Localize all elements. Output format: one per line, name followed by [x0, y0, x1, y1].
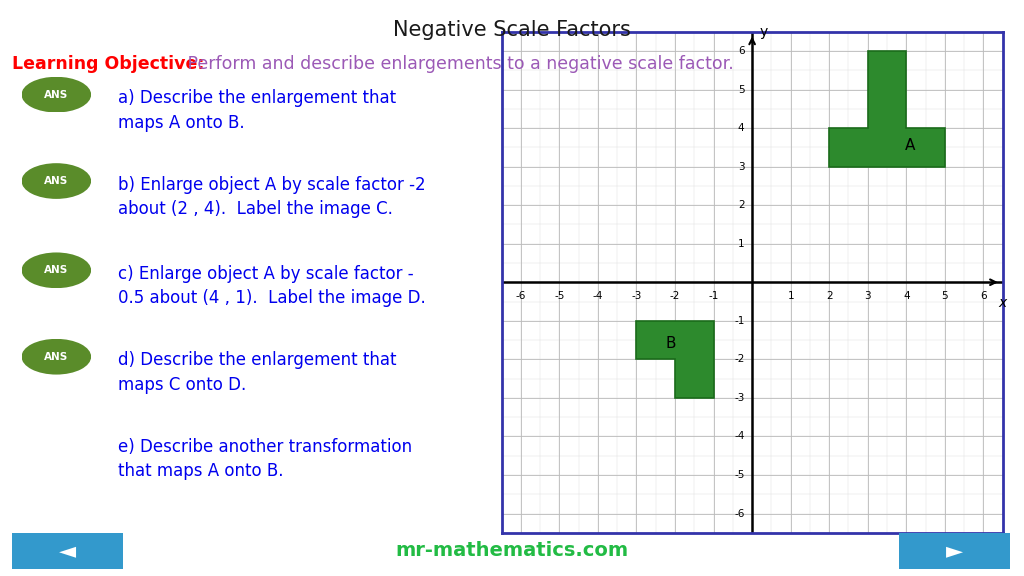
- Text: Negative Scale Factors: Negative Scale Factors: [393, 20, 631, 40]
- Text: 2: 2: [826, 291, 833, 301]
- Text: 3: 3: [864, 291, 871, 301]
- Text: e) Describe another transformation
that maps A onto B.: e) Describe another transformation that …: [118, 438, 412, 480]
- Text: Learning Objective:: Learning Objective:: [12, 55, 205, 73]
- Text: ►: ►: [946, 541, 963, 561]
- Ellipse shape: [22, 163, 91, 199]
- Text: ANS: ANS: [44, 90, 69, 100]
- Text: A: A: [905, 138, 915, 153]
- Text: ANS: ANS: [44, 176, 69, 186]
- Ellipse shape: [22, 77, 91, 112]
- Text: 5: 5: [941, 291, 948, 301]
- Text: -6: -6: [734, 509, 744, 518]
- Text: 3: 3: [738, 162, 744, 172]
- Text: ANS: ANS: [44, 352, 69, 362]
- Text: a) Describe the enlargement that
maps A onto B.: a) Describe the enlargement that maps A …: [118, 89, 396, 131]
- Text: 1: 1: [787, 291, 794, 301]
- Text: 4: 4: [738, 123, 744, 133]
- Text: y: y: [759, 25, 767, 39]
- Text: -3: -3: [632, 291, 642, 301]
- Text: b) Enlarge object A by scale factor -2
about (2 , 4).  Label the image C.: b) Enlarge object A by scale factor -2 a…: [118, 176, 425, 218]
- Text: ANS: ANS: [44, 266, 69, 275]
- Text: -2: -2: [670, 291, 680, 301]
- Text: -2: -2: [734, 354, 744, 365]
- Text: ◄: ◄: [59, 541, 76, 561]
- Ellipse shape: [22, 339, 91, 374]
- Text: -3: -3: [734, 393, 744, 403]
- Text: 4: 4: [903, 291, 909, 301]
- Text: 1: 1: [738, 238, 744, 249]
- Text: c) Enlarge object A by scale factor -
0.5 about (4 , 1).  Label the image D.: c) Enlarge object A by scale factor - 0.…: [118, 265, 426, 307]
- Polygon shape: [829, 51, 945, 166]
- Text: -1: -1: [734, 316, 744, 326]
- Text: -5: -5: [734, 470, 744, 480]
- Text: -4: -4: [734, 431, 744, 441]
- Text: B: B: [666, 336, 677, 351]
- Text: -4: -4: [593, 291, 603, 301]
- Text: -5: -5: [554, 291, 564, 301]
- Text: -6: -6: [516, 291, 526, 301]
- Text: 6: 6: [738, 46, 744, 56]
- Polygon shape: [637, 321, 714, 398]
- Text: 6: 6: [980, 291, 987, 301]
- Text: 5: 5: [738, 85, 744, 94]
- Text: -1: -1: [709, 291, 719, 301]
- Ellipse shape: [22, 252, 91, 288]
- Text: d) Describe the enlargement that
maps C onto D.: d) Describe the enlargement that maps C …: [118, 351, 396, 393]
- Text: mr-mathematics.com: mr-mathematics.com: [395, 541, 629, 559]
- Text: Perform and describe enlargements to a negative scale factor.: Perform and describe enlargements to a n…: [182, 55, 734, 73]
- Text: x: x: [998, 295, 1007, 310]
- Text: 2: 2: [738, 200, 744, 210]
